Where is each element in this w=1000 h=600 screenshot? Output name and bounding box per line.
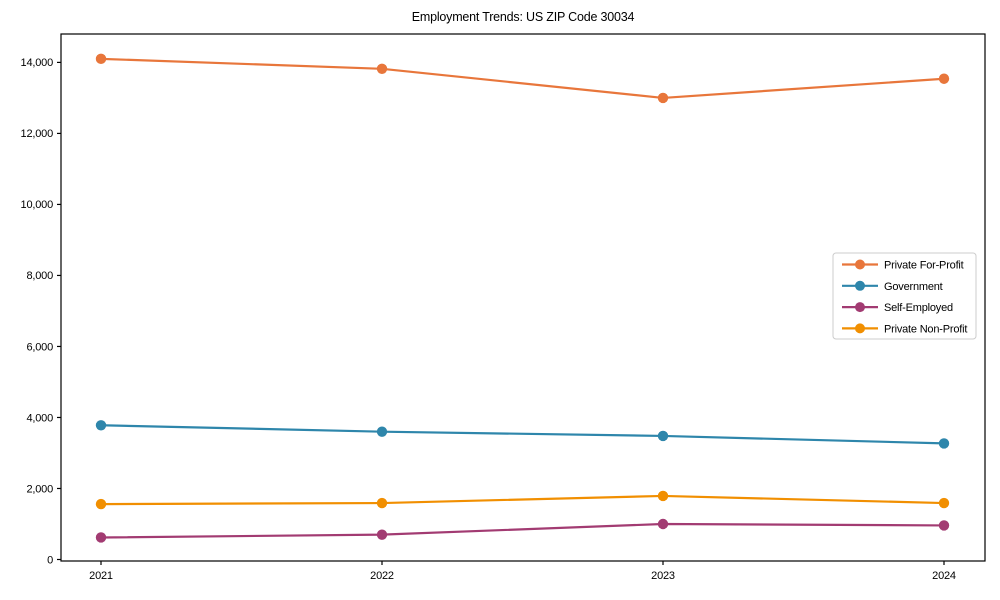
series-government xyxy=(95,420,950,449)
plot-border xyxy=(60,33,986,562)
legend-marker-private-for-profit xyxy=(855,259,865,270)
legend-box xyxy=(832,252,977,340)
y-tick-label: 10,000 xyxy=(21,199,54,211)
legend-marker-self-employed xyxy=(855,302,865,313)
data-point-government xyxy=(657,430,669,442)
data-point-self-employed xyxy=(657,518,669,530)
y-axis: 0 2,000 4,000 6,000 8,000 10,000 12,000 14,000 xyxy=(21,57,61,566)
legend-label-private-non-profit: Private Non-Profit xyxy=(884,323,967,335)
data-point-private-for-profit xyxy=(376,63,388,74)
y-tick-label: 12,000 xyxy=(21,128,54,140)
data-point-private-non-profit xyxy=(95,498,107,510)
legend-label-government: Government xyxy=(884,281,943,293)
series-self-employed xyxy=(95,518,950,543)
legend-label-self-employed: Self-Employed xyxy=(884,302,953,314)
series-private-for-profit xyxy=(95,53,950,104)
y-tick-label: 6,000 xyxy=(26,341,53,353)
y-tick-label: 2,000 xyxy=(26,483,53,495)
axes xyxy=(60,33,986,562)
data-point-private-for-profit xyxy=(95,53,107,65)
data-point-government xyxy=(376,426,388,437)
y-tick-label: 14,000 xyxy=(21,57,54,69)
x-tick-label: 2021 xyxy=(89,570,113,582)
x-axis: 2021 2022 2023 2024 xyxy=(89,561,956,582)
series-line-private-non-profit xyxy=(99,494,946,506)
data-point-government xyxy=(938,438,950,449)
data-point-private-non-profit xyxy=(938,497,950,509)
data-point-private-for-profit xyxy=(938,73,950,84)
x-tick-label: 2023 xyxy=(651,570,675,582)
data-point-private-non-profit xyxy=(376,497,388,509)
series-line-private-for-profit xyxy=(99,57,946,100)
data-point-self-employed xyxy=(938,520,950,531)
data-point-self-employed xyxy=(376,529,388,540)
y-tick-label: 0 xyxy=(47,554,53,566)
x-tick-label: 2022 xyxy=(370,570,394,582)
y-tick-label: 8,000 xyxy=(26,270,53,282)
x-tick-label: 2024 xyxy=(932,570,956,582)
data-point-private-non-profit xyxy=(657,490,669,502)
chart-title: Employment Trends: US ZIP Code 30034 xyxy=(411,10,635,24)
legend-marker-private-non-profit xyxy=(855,323,865,334)
series-private-non-profit xyxy=(95,490,950,510)
legend-marker-government xyxy=(855,280,865,291)
series-line-self-employed xyxy=(99,522,946,539)
data-point-government xyxy=(95,420,107,431)
legend-label-private-for-profit: Private For-Profit xyxy=(884,260,964,272)
data-point-private-for-profit xyxy=(657,92,669,104)
legend: Private For-Profit Government Self-Employe… xyxy=(832,252,977,340)
series-line-government xyxy=(99,424,946,445)
data-point-self-employed xyxy=(95,532,107,543)
y-tick-label: 4,000 xyxy=(26,412,53,424)
